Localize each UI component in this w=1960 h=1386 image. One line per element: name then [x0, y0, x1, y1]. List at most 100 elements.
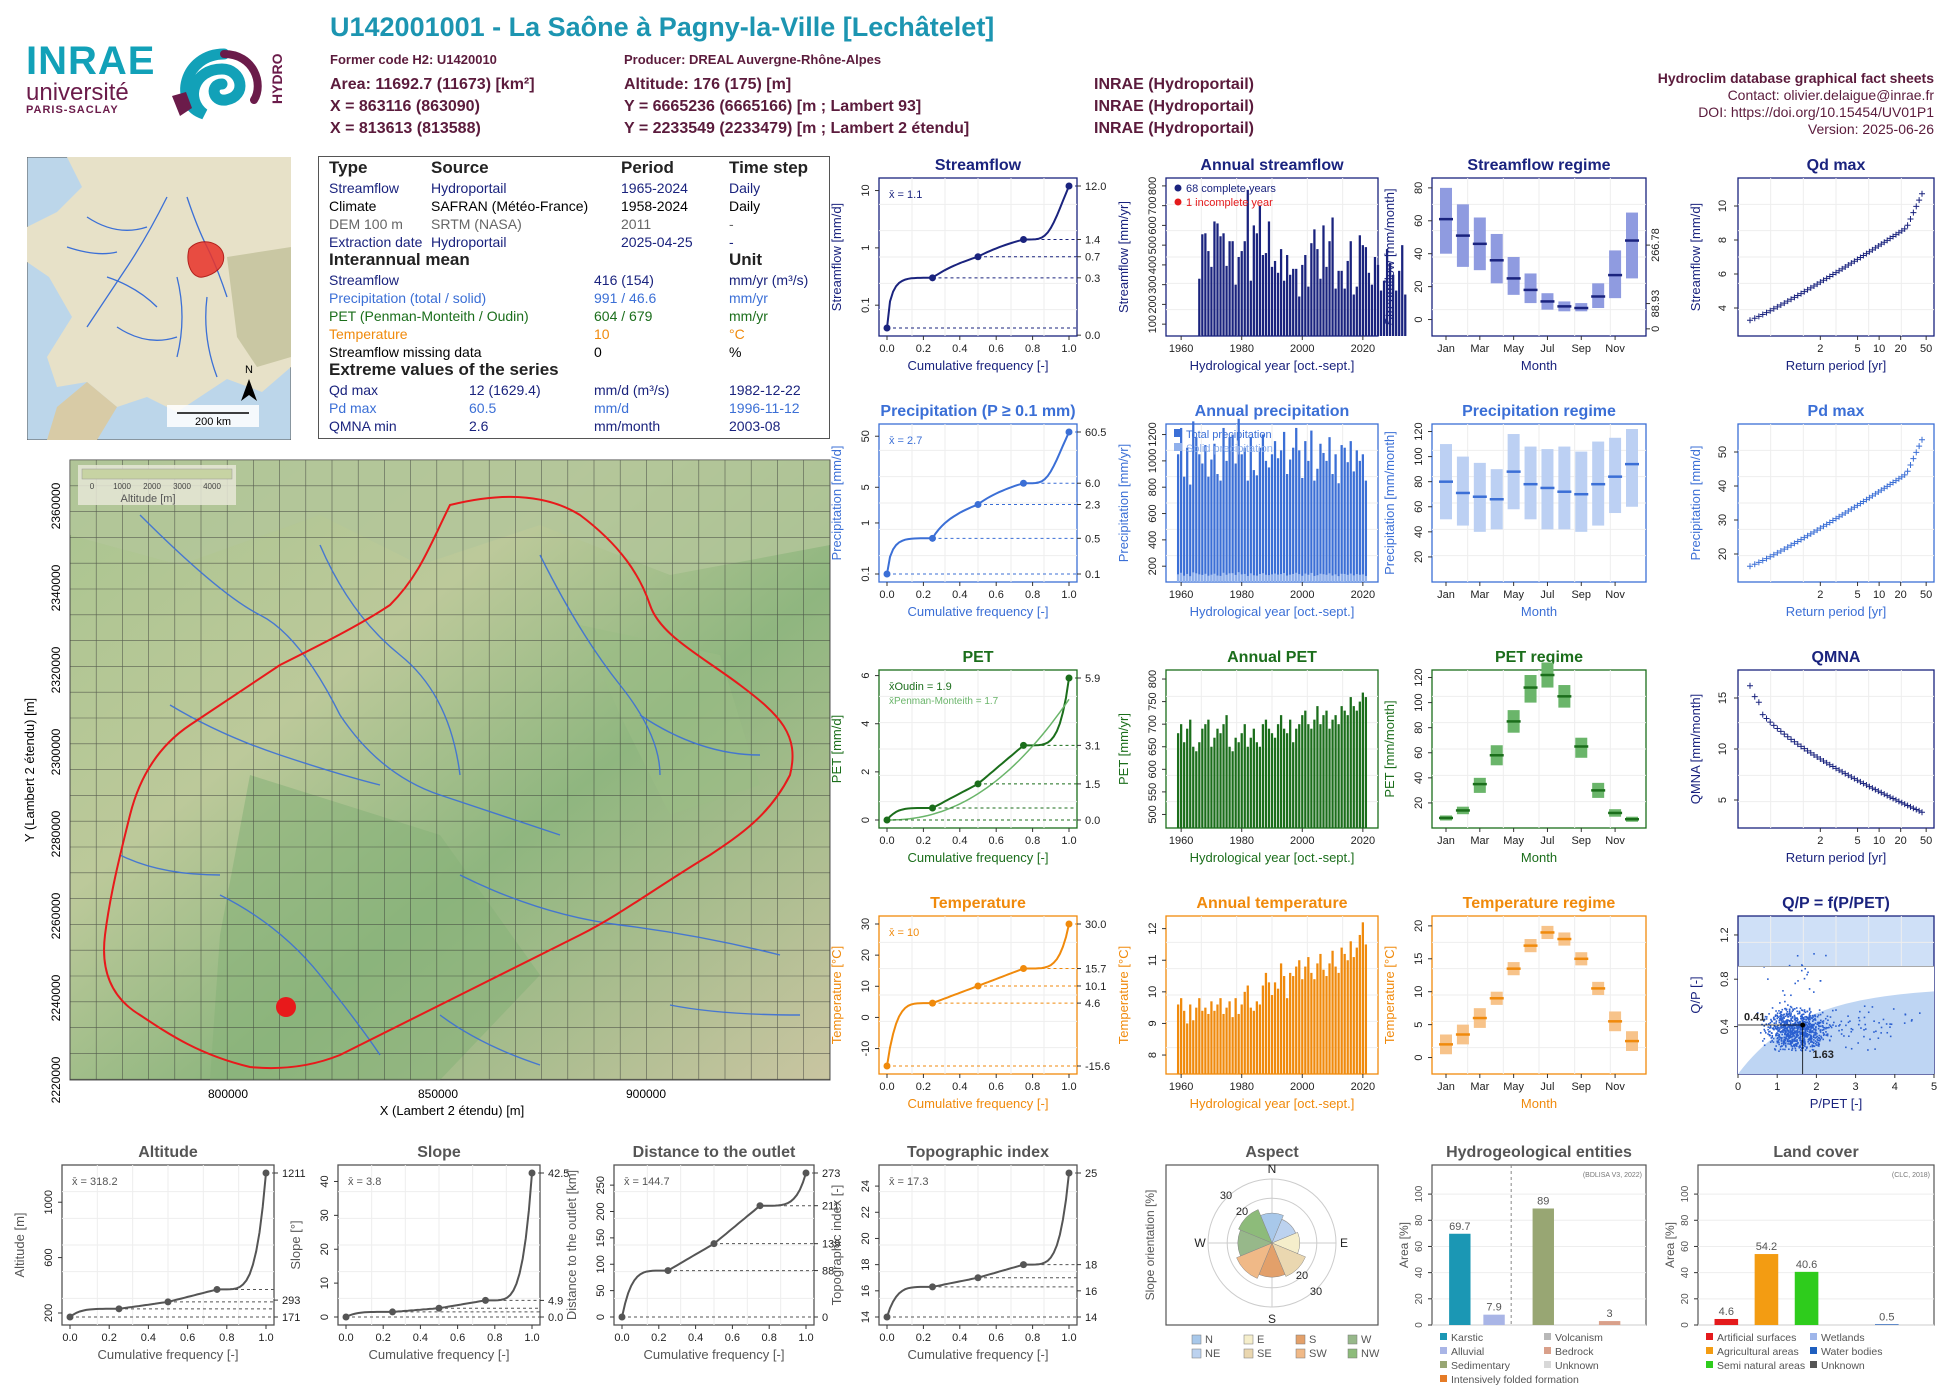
qp-point	[1818, 1009, 1821, 1011]
qp-point	[1787, 1030, 1789, 1033]
annual-bar	[1325, 460, 1328, 582]
chart-ytick: 30	[1717, 514, 1729, 526]
bar-value-label: 4.6	[1719, 1306, 1734, 1318]
qp-point	[1796, 1034, 1798, 1037]
qp-point	[1875, 1030, 1877, 1033]
annual-bar	[1273, 441, 1277, 582]
cdf-point	[883, 1313, 891, 1321]
qp-point	[1863, 1029, 1865, 1031]
chart-ylabel: Topographic index [-]	[829, 1185, 844, 1306]
chart-xtick: 1960	[1169, 1081, 1193, 1093]
chart-right-tick: 16	[1085, 1286, 1097, 1298]
annual-bar	[1295, 427, 1298, 582]
qp-point	[1768, 1034, 1771, 1037]
chart-right-tick: 0.5	[1085, 533, 1100, 545]
qp-point	[1910, 1020, 1913, 1022]
annual-bar-solid	[1313, 575, 1316, 582]
chart-ytick: 24	[860, 1180, 872, 1192]
chart-ytick: 12	[1147, 923, 1159, 935]
annual-bar	[1319, 724, 1322, 828]
contact[interactable]: Contact: olivier.delaigue@inrae.fr	[1727, 87, 1934, 103]
chart-right-tick: 18	[1085, 1260, 1097, 1272]
qp-point	[1764, 1031, 1767, 1034]
annual-bar	[1304, 441, 1307, 582]
extreme-point	[1857, 254, 1864, 261]
qp-point	[1789, 1031, 1791, 1033]
chart-xtick: 0.0	[879, 1332, 894, 1344]
timestep-cell: Daily	[729, 180, 761, 196]
legend-label: 1 incomplete year	[1186, 197, 1273, 209]
qp-point	[1806, 1036, 1809, 1038]
category-bar	[1483, 1314, 1505, 1325]
annual-bar	[1358, 701, 1361, 828]
chart-ytick: 18	[860, 1259, 872, 1271]
extreme-point	[1829, 763, 1836, 770]
annual-bar-solid	[1192, 572, 1195, 582]
annual-bar	[1295, 966, 1298, 1074]
map-legend-tick: 3000	[173, 482, 191, 491]
map-xtick: 800000	[208, 1087, 248, 1101]
qp-point	[1817, 1042, 1820, 1044]
legend-label: S	[1309, 1334, 1316, 1346]
qp-point	[1793, 1044, 1795, 1046]
extreme-point	[1770, 305, 1777, 312]
chart-ytick: 60	[1413, 501, 1425, 513]
annual-bar	[1352, 706, 1355, 828]
annual-bar	[1222, 724, 1225, 828]
annual-bar	[1201, 1010, 1204, 1074]
compass-label: N	[1268, 1162, 1277, 1176]
qp-point	[1788, 1011, 1791, 1013]
qp-label-x: 1.63	[1812, 1049, 1833, 1061]
header-interannual: Interannual mean	[329, 250, 470, 269]
qp-point	[1800, 1040, 1803, 1043]
qp-point	[1814, 1026, 1817, 1029]
qp-point	[1805, 1046, 1808, 1049]
extreme-date: 2003-08	[729, 418, 781, 434]
extreme-row: Qd max 12 (1629.4) mm/d (m³/s) 1982-12-22	[329, 381, 819, 399]
annual-bar	[1237, 418, 1240, 582]
chart-xlabel: Return period [yr]	[1786, 850, 1886, 865]
extreme-point	[1823, 275, 1830, 282]
cdf-point	[883, 1062, 891, 1070]
chart-ytick: 8	[1717, 237, 1729, 243]
annual-bar	[1328, 241, 1331, 336]
chart-right-tick: 293	[282, 1295, 300, 1307]
annual-bar-solid	[1319, 573, 1322, 582]
qp-point	[1773, 1022, 1776, 1025]
category-bar	[1794, 1271, 1819, 1325]
qp-point	[1863, 1035, 1865, 1038]
qp-point	[1786, 1037, 1788, 1040]
extreme-point	[1770, 722, 1777, 729]
chart-ytick: 2	[860, 769, 872, 775]
qp-point	[1812, 1036, 1815, 1039]
chart-ytick: 80	[1413, 476, 1425, 488]
chart-mean-label: x̄ = 144.7	[624, 1176, 670, 1188]
qp-point	[1780, 1039, 1783, 1042]
interannual-header-row: Interannual mean Unit	[329, 251, 819, 271]
chart-ytick: 20	[1413, 281, 1425, 293]
chart-ytick: 60	[1414, 1240, 1425, 1252]
chart-title: Qd max	[1807, 157, 1866, 174]
qp-point	[1771, 1034, 1774, 1037]
qp-point	[1849, 1020, 1851, 1022]
qp-point	[1793, 1040, 1796, 1042]
legend-marker	[1544, 1361, 1551, 1368]
cdf-point	[1020, 741, 1027, 749]
chart-xtick: 1960	[1169, 343, 1193, 355]
qp-point	[1762, 1040, 1764, 1042]
type-cell: Extraction date	[329, 234, 423, 250]
qp-point	[1779, 1015, 1781, 1018]
chart-xtick: 2000	[1290, 1081, 1314, 1093]
chart-ytick: 80	[1413, 182, 1425, 194]
legend-marker	[1440, 1333, 1447, 1340]
chart-xtick: 0.6	[989, 835, 1004, 847]
annual-bar	[1249, 280, 1252, 336]
doi-link[interactable]: DOI: https://doi.org/10.15454/UV01P1	[1698, 104, 1934, 120]
qp-point	[1816, 1015, 1819, 1018]
annual-bar	[1337, 972, 1340, 1074]
qp-point	[1772, 1027, 1775, 1029]
annual-bar	[1307, 286, 1310, 336]
chart-ytick: 10	[1717, 200, 1729, 212]
chart-ytick: 1	[860, 245, 872, 251]
